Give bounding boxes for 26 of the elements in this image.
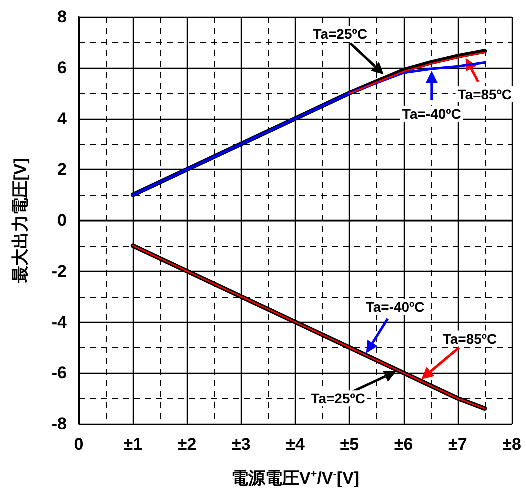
y-tick-label: 2 — [58, 160, 67, 180]
x-tick-label: 0 — [74, 435, 84, 454]
x-tick-label: ±5 — [340, 435, 360, 454]
annotation: Ta=85ºC — [442, 330, 498, 347]
annotation: Ta=25ºC — [311, 390, 366, 407]
x-tick-label: ±8 — [502, 435, 522, 454]
annotation: Ta=-40ºC — [366, 299, 425, 316]
x-tick-label: ±4 — [286, 435, 306, 454]
annotation: Ta=-40ºC — [402, 106, 462, 122]
y-tick-label: 8 — [58, 8, 67, 26]
x-axis-title: 電源電圧V+/V-[V] — [231, 468, 360, 488]
y-axis-title: 最大出力電圧[V] — [11, 158, 30, 284]
y-tick-label: -6 — [52, 364, 67, 383]
x-tick-label: ±7 — [448, 435, 468, 454]
annotation: Ta=85ºC — [458, 86, 512, 102]
y-tick-label: -8 — [52, 414, 67, 434]
x-tick-label: ±2 — [178, 435, 197, 454]
x-tick-label: ±1 — [124, 435, 143, 454]
y-tick-label: -4 — [52, 312, 68, 332]
y-tick-label: 0 — [58, 211, 67, 230]
annotation: Ta=25ºC — [313, 26, 368, 42]
y-tick-label: 6 — [58, 58, 67, 78]
y-tick-label: 4 — [58, 109, 68, 128]
x-tick-label: ±6 — [394, 435, 414, 454]
x-tick-label: ±3 — [232, 435, 251, 454]
y-tick-label: -2 — [52, 262, 67, 281]
